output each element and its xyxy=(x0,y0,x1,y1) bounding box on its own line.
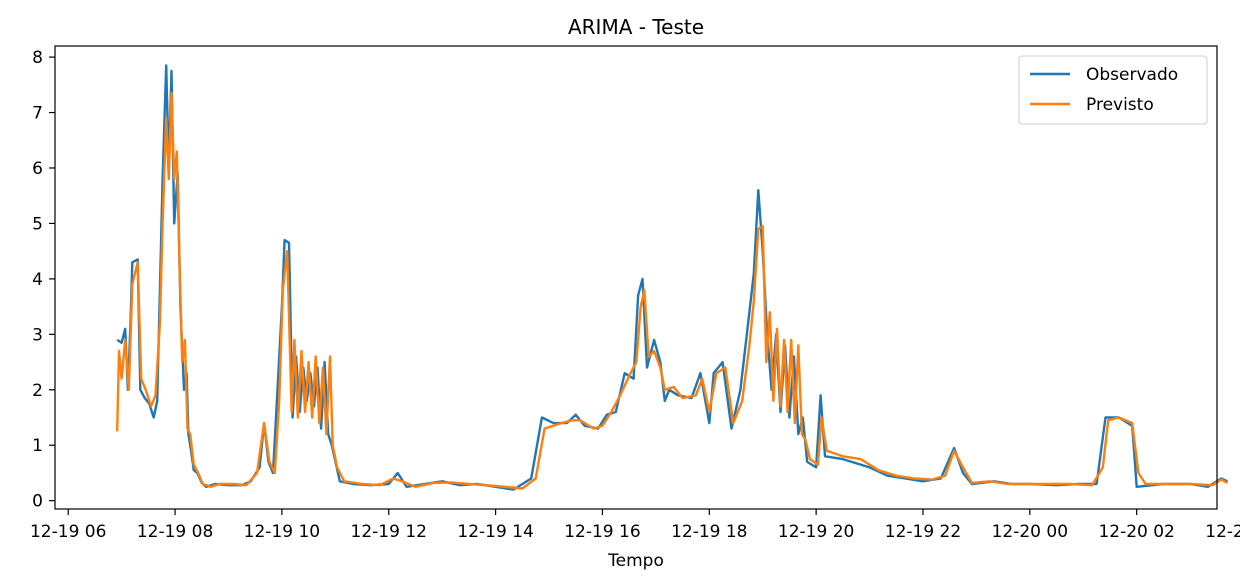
x-tick-label: 12-20 04 xyxy=(1205,522,1240,542)
legend-label-observado: Observado xyxy=(1086,65,1178,85)
chart-title: ARIMA - Teste xyxy=(568,15,704,39)
y-tick-label: 1 xyxy=(32,436,43,456)
x-tick-label: 12-19 08 xyxy=(137,522,213,542)
y-axis-ticks: 0 1 2 3 4 5 6 7 8 xyxy=(32,48,55,512)
x-tick-label: 12-19 12 xyxy=(351,522,427,542)
y-tick-label: 8 xyxy=(32,48,43,68)
x-tick-label: 12-19 10 xyxy=(244,522,320,542)
x-tick-label: 12-20 02 xyxy=(1098,522,1174,542)
x-tick-label: 12-19 06 xyxy=(30,522,106,542)
y-tick-label: 7 xyxy=(32,104,43,124)
x-axis-ticks: 12-19 06 12-19 08 12-19 10 12-19 12 12-19 14… xyxy=(30,509,1240,542)
plot-frame xyxy=(54,45,1218,510)
y-tick-label: 3 xyxy=(32,325,43,345)
y-tick-label: 2 xyxy=(32,381,43,401)
y-tick-label: 0 xyxy=(32,492,43,512)
x-tick-label: 12-19 18 xyxy=(671,522,747,542)
y-tick-label: 6 xyxy=(32,159,43,179)
y-tick-label: 5 xyxy=(32,214,43,234)
x-tick-label: 12-19 20 xyxy=(778,522,854,542)
legend-label-previsto: Previsto xyxy=(1086,95,1154,115)
x-tick-label: 12-19 14 xyxy=(457,522,533,542)
plot-lines xyxy=(116,64,1229,491)
x-tick-label: 12-19 16 xyxy=(564,522,640,542)
x-tick-label: 12-20 00 xyxy=(992,522,1068,542)
legend: Observado Previsto xyxy=(1018,55,1208,125)
x-axis-label: Tempo xyxy=(607,551,664,571)
series-line-previsto xyxy=(116,91,1229,490)
x-tick-label: 12-19 22 xyxy=(885,522,961,542)
y-tick-label: 4 xyxy=(32,270,43,290)
